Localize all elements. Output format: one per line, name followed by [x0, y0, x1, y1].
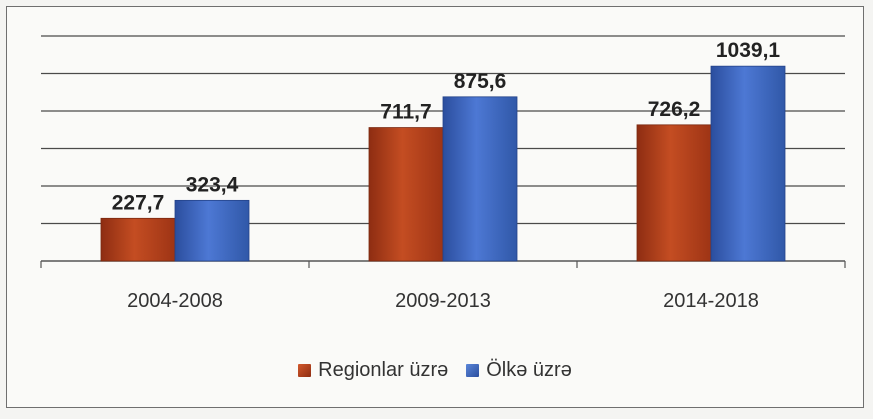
bar-regionlar — [368, 127, 444, 262]
x-axis: 2004-2008 2009-2013 2014-2018 — [40, 260, 846, 312]
bar-olke — [710, 65, 786, 262]
bar-olke — [174, 199, 250, 262]
legend: Regionlar üzrə Ölkə üzrə — [7, 359, 863, 382]
bar-olke — [442, 96, 518, 262]
data-labels: 227,7 711,7 726,2 323,4 875,6 1039,1 — [112, 39, 781, 214]
data-label: 1039,1 — [716, 39, 781, 62]
data-label: 227,7 — [112, 191, 165, 214]
bar-regionlar — [100, 217, 176, 262]
bar-regionlar — [636, 124, 712, 262]
legend-item-olke: Ölkə üzrə — [466, 359, 572, 382]
data-label: 875,6 — [454, 70, 507, 93]
legend-label-olke: Ölkə üzrə — [486, 359, 572, 381]
legend-label-regionlar: Regionlar üzrə — [318, 359, 449, 381]
x-tick-label: 2009-2013 — [395, 290, 491, 312]
legend-swatch-olke — [466, 364, 480, 377]
bars — [100, 65, 786, 262]
legend-item-regionlar: Regionlar üzrə — [298, 359, 448, 382]
data-label: 711,7 — [380, 101, 431, 124]
bar-chart: 2004-2008 2009-2013 2014-2018 227,7 711,7 72… — [40, 35, 846, 312]
x-tick-label: 2014-2018 — [663, 290, 759, 312]
x-tick-label: 2004-2008 — [127, 290, 223, 312]
chart-frame: 2004-2008 2009-2013 2014-2018 227,7 711,7 72… — [6, 6, 864, 408]
legend-swatch-regionlar — [298, 364, 312, 377]
data-label: 323,4 — [186, 173, 239, 196]
data-label: 726,2 — [648, 98, 701, 121]
